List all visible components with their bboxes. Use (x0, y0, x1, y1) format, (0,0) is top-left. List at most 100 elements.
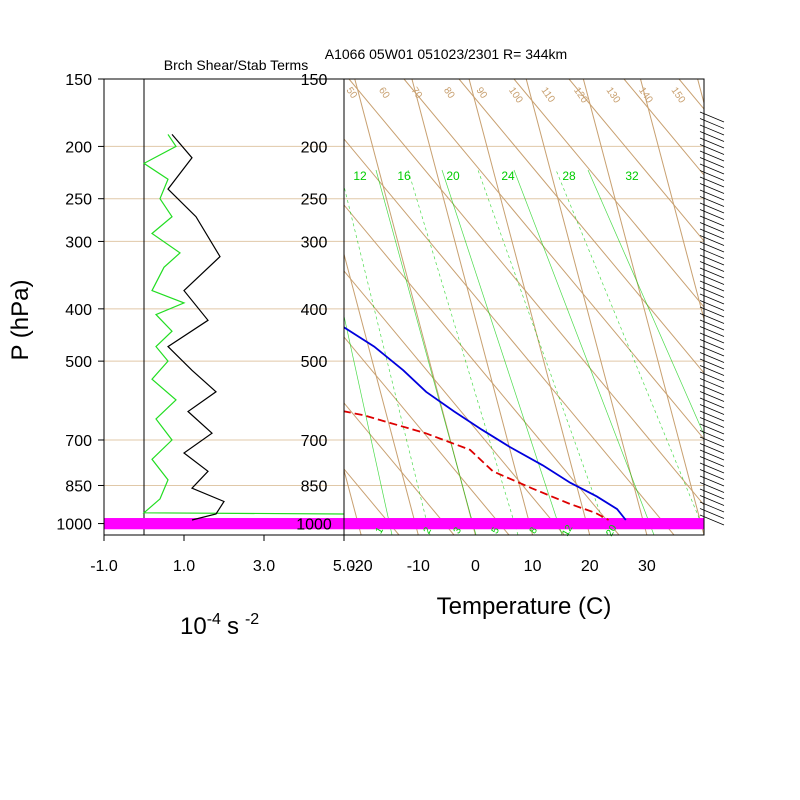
right-x-tick-label: 30 (638, 558, 656, 575)
mixing-ratio-label-top: 20 (446, 169, 460, 183)
wind-barb (699, 267, 725, 279)
mixing-ratio-label-top: 28 (562, 169, 576, 183)
isotherm-line (468, 79, 591, 535)
adiabat-line (344, 138, 675, 535)
wind-barb (699, 508, 725, 519)
isotherm-label: 150 (669, 85, 688, 105)
wind-barb (699, 300, 725, 311)
wind-barb (699, 358, 725, 370)
wind-barb (699, 144, 725, 155)
wind-barb (699, 482, 725, 493)
wind-barb (699, 391, 725, 402)
right-y-tick-label: 400 (301, 302, 328, 319)
wind-barb (699, 248, 725, 259)
mixing-ratio-line (375, 169, 477, 535)
wind-barb (699, 202, 725, 214)
mixing-ratio-lines (344, 169, 704, 535)
right-y-tick-labels: 150 200 250 300 400 500 700 850 1000 (296, 72, 332, 534)
isotherm-label: 130 (604, 85, 623, 105)
wind-barbs (699, 111, 725, 526)
left-x-axis-label: 10-4 s -2 (180, 611, 259, 640)
adiabat-line (344, 534, 345, 535)
wind-barb (699, 332, 725, 344)
isotherm-line (582, 79, 704, 535)
x-tick-label: -1.0 (90, 558, 118, 575)
wind-barb (699, 274, 725, 285)
adiabat-line (0, 79, 234, 535)
isotherm-line (697, 79, 704, 105)
adiabat-line (513, 79, 704, 308)
wind-barb (699, 475, 725, 487)
wind-barb (699, 378, 725, 389)
wind-barb (699, 111, 725, 123)
right-x-axis-label: Temperature (C) (437, 593, 612, 620)
y-tick-label: 700 (65, 433, 92, 450)
left-highlight-band (104, 518, 344, 530)
mixing-ratio-labels: 12 16 20 24 28 321 2 3 5 8 12 20 (353, 169, 639, 538)
wind-barb (699, 449, 725, 461)
wind-barb (699, 514, 725, 526)
left-x-tick-labels: -1.0 1.0 3.0 5.0 (90, 535, 355, 575)
mixing-ratio-line (587, 169, 704, 436)
mixing-ratio-label-top: 24 (501, 169, 515, 183)
mixing-ratio-line (344, 314, 393, 535)
wind-barb (699, 189, 725, 201)
right-series-group (344, 326, 627, 521)
wind-barb (699, 501, 725, 513)
wind-barb (699, 157, 725, 168)
right-y-tick-label: 300 (301, 234, 328, 251)
wind-barb (699, 352, 725, 363)
right-y-tick-label: 1000 (296, 517, 332, 534)
left-series-group (142, 134, 345, 521)
adiabat-line (623, 79, 704, 176)
right-x-tick-label: -10 (407, 558, 430, 575)
wind-barb (699, 306, 725, 318)
mixing-ratio-label-bottom: 3 (452, 525, 465, 536)
mixing-ratio-label-bottom: 12 (560, 523, 575, 539)
isotherm-label: 120 (571, 85, 590, 105)
wind-barb (699, 280, 725, 292)
highlight-band (104, 518, 344, 530)
wind-barb (699, 235, 725, 246)
right-y-tick-label: 250 (301, 192, 328, 209)
y-tick-label: 1000 (56, 517, 92, 534)
wind-barb (699, 371, 725, 383)
isotherm-line (411, 79, 534, 535)
wind-barb (699, 436, 725, 448)
wind-barb (699, 176, 725, 188)
wind-barb (699, 404, 725, 415)
xlabel-exponent-2: -2 (245, 611, 259, 628)
y-tick-label: 400 (65, 302, 92, 319)
right-y-tick-label: 700 (301, 433, 328, 450)
wind-barb (699, 319, 725, 331)
wind-barb (699, 469, 725, 480)
series-line-green (142, 134, 345, 515)
left-panel-title: Brch Shear/Stab Terms (164, 57, 308, 73)
wind-barb (699, 313, 725, 324)
shear-stability-panel: Brch Shear/Stab Terms 150 200 250 300 400 500… (7, 57, 355, 640)
mixing-ratio-line (344, 184, 431, 535)
mixing-ratio-label-top: 32 (625, 169, 639, 183)
mixing-ratio-label-bottom: 5 (490, 525, 503, 536)
mixing-ratio-line (477, 169, 609, 535)
right-highlight-band (344, 518, 704, 530)
wind-barb (699, 410, 725, 422)
right-x-tick-labels: -20 -10 0 10 20 30 (350, 558, 656, 575)
wind-barb (699, 215, 725, 227)
wind-barb (699, 423, 725, 435)
xlabel-exponent-1: -4 (207, 611, 221, 628)
right-y-tick-label: 150 (301, 72, 328, 89)
wind-barb (699, 365, 725, 376)
right-x-tick-label: 10 (524, 558, 542, 575)
right-x-tick-label: -20 (350, 558, 373, 575)
wind-barb (699, 326, 725, 337)
dewpoint-line (344, 410, 610, 521)
right-y-tick-label: 850 (301, 478, 328, 495)
wind-barb (699, 163, 725, 175)
mixing-ratio-label-bottom: 1 (374, 525, 387, 536)
wind-barb (699, 293, 725, 305)
isotherm-line (525, 79, 648, 535)
wind-barb (699, 118, 725, 129)
y-tick-label: 300 (65, 234, 92, 251)
